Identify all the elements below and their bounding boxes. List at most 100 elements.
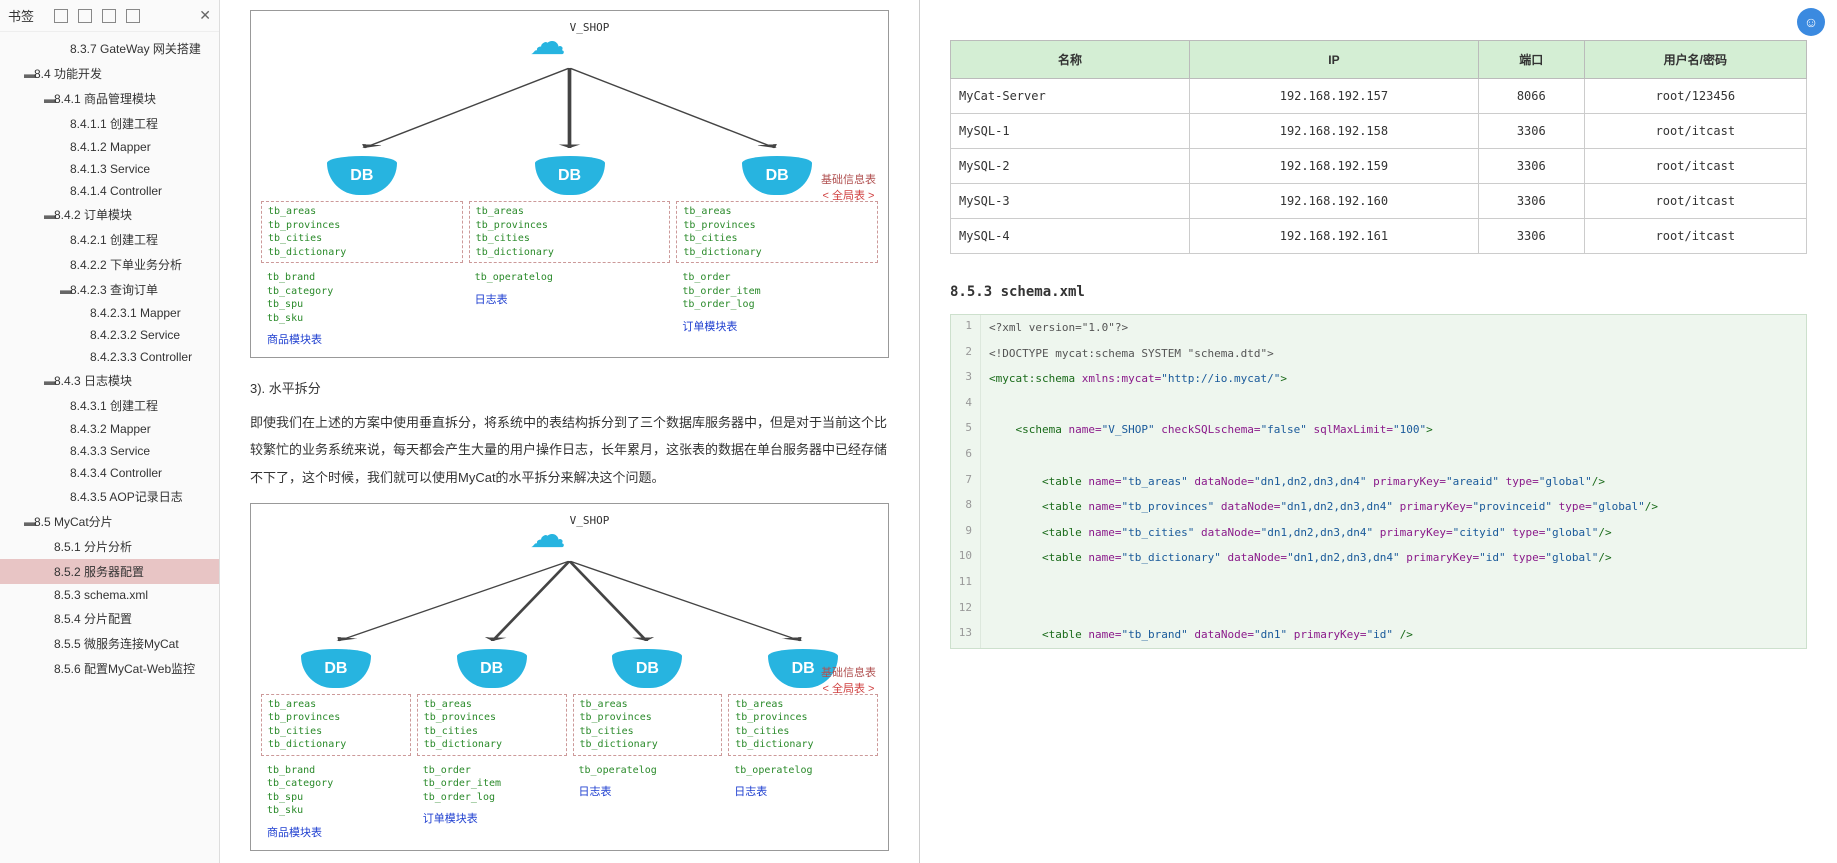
- table-cell: 8066: [1478, 79, 1584, 114]
- bookmark-node[interactable]: 8.5.6 配置MyCat-Web监控: [0, 656, 219, 681]
- bookmark-node[interactable]: 8.4.3.1 创建工程: [0, 393, 219, 418]
- side-note: 基础信息表< 全局表 >: [821, 171, 876, 203]
- table-list-module: tb_brandtb_categorytb_sputb_sku: [261, 269, 463, 328]
- module-label: 日志表: [573, 783, 723, 799]
- table-list-global: tb_areastb_provincestb_citiestb_dictiona…: [261, 201, 463, 263]
- table-cell: root/itcast: [1584, 114, 1806, 149]
- code-line: 4: [951, 392, 1806, 418]
- close-icon[interactable]: ✕: [199, 7, 211, 24]
- expand-icon[interactable]: [54, 9, 68, 23]
- table-cell: MySQL-4: [951, 219, 1190, 254]
- code-line: 11: [951, 571, 1806, 597]
- bookmark-node[interactable]: ▬8.4 功能开发: [0, 61, 219, 86]
- code-line: 7 <table name="tb_areas" dataNode="dn1,d…: [951, 469, 1806, 495]
- code-line: 2<!DOCTYPE mycat:schema SYSTEM "schema.d…: [951, 341, 1806, 367]
- table-list-global: tb_areastb_provincestb_citiestb_dictiona…: [728, 694, 878, 756]
- table-cell: MySQL-2: [951, 149, 1190, 184]
- bookmark-node[interactable]: 8.4.2.3.2 Service: [0, 324, 219, 346]
- sidebar-title: 书签: [8, 6, 34, 25]
- bookmark-node[interactable]: 8.4.2.2 下单业务分析: [0, 252, 219, 277]
- table-list-global: tb_areastb_provincestb_citiestb_dictiona…: [261, 694, 411, 756]
- table-cell: root/123456: [1584, 79, 1806, 114]
- table-cell: 192.168.192.160: [1189, 184, 1478, 219]
- bookmark-node[interactable]: 8.5.5 微服务连接MyCat: [0, 631, 219, 656]
- table-row: MySQL-2192.168.192.1593306root/itcast: [951, 149, 1807, 184]
- bookmark-node[interactable]: ▬8.4.3 日志模块: [0, 368, 219, 393]
- bookmark-node[interactable]: 8.3.7 GateWay 网关搭建: [0, 36, 219, 61]
- bookmark-node[interactable]: 8.5.3 schema.xml: [0, 584, 219, 606]
- code-line: 13 <table name="tb_brand" dataNode="dn1"…: [951, 622, 1806, 648]
- table-cell: MyCat-Server: [951, 79, 1190, 114]
- bookmark-node[interactable]: 8.4.1.1 创建工程: [0, 111, 219, 136]
- bookmark-node[interactable]: ▬8.4.2.3 查询订单: [0, 277, 219, 302]
- bookmark-node[interactable]: 8.4.2.3.1 Mapper: [0, 302, 219, 324]
- bookmark-node[interactable]: ▬8.4.1 商品管理模块: [0, 86, 219, 111]
- code-line: 9 <table name="tb_cities" dataNode="dn1,…: [951, 520, 1806, 546]
- table-cell: MySQL-3: [951, 184, 1190, 219]
- bookmark-node[interactable]: ▬8.5 MyCat分片: [0, 509, 219, 534]
- diagram-horizontal-split: ☁V_SHOPDBtb_areastb_provincestb_citiestb…: [250, 503, 889, 851]
- bookmark-sidebar: 书签 ✕ 8.3.7 GateWay 网关搭建▬8.4 功能开发▬8.4.1 商…: [0, 0, 220, 863]
- bookmark-node[interactable]: 8.4.1.2 Mapper: [0, 136, 219, 158]
- table-cell: 192.168.192.158: [1189, 114, 1478, 149]
- bookmark-node[interactable]: 8.4.2.1 创建工程: [0, 227, 219, 252]
- cloud-icon: ☁: [530, 21, 566, 62]
- code-line: 3<mycat:schema xmlns:mycat="http://io.my…: [951, 366, 1806, 392]
- module-label: 日志表: [469, 291, 671, 307]
- table-list-global: tb_areastb_provincestb_citiestb_dictiona…: [573, 694, 723, 756]
- table-header: 端口: [1478, 41, 1584, 79]
- bookmark-node[interactable]: 8.5.4 分片配置: [0, 606, 219, 631]
- db-column: DBtb_areastb_provincestb_citiestb_dictio…: [261, 649, 411, 840]
- table-header: 用户名/密码: [1584, 41, 1806, 79]
- db-column: DBtb_areastb_provincestb_citiestb_dictio…: [261, 156, 463, 347]
- bookmark-node[interactable]: 8.4.1.4 Controller: [0, 180, 219, 202]
- help-fab-icon[interactable]: ☺: [1797, 8, 1825, 36]
- bookmark-node[interactable]: 8.4.3.2 Mapper: [0, 418, 219, 440]
- table-row: MySQL-4192.168.192.1613306root/itcast: [951, 219, 1807, 254]
- table-row: MySQL-1192.168.192.1583306root/itcast: [951, 114, 1807, 149]
- vshop-label: V_SHOP: [570, 514, 610, 527]
- table-list-module: tb_ordertb_order_itemtb_order_log: [417, 762, 567, 808]
- table-cell: 3306: [1478, 114, 1584, 149]
- table-cell: 3306: [1478, 149, 1584, 184]
- vshop-label: V_SHOP: [570, 21, 610, 34]
- server-config-table: 名称IP端口用户名/密码MyCat-Server192.168.192.1578…: [950, 40, 1807, 254]
- table-list-module: tb_operatelog: [573, 762, 723, 781]
- bookmark-node[interactable]: 8.4.3.3 Service: [0, 440, 219, 462]
- table-list-module: tb_operatelog: [469, 269, 671, 288]
- bookmark-node[interactable]: 8.4.1.3 Service: [0, 158, 219, 180]
- module-label: 订单模块表: [417, 810, 567, 826]
- collapse-icon[interactable]: [78, 9, 92, 23]
- table-cell: MySQL-1: [951, 114, 1190, 149]
- table-cell: root/itcast: [1584, 149, 1806, 184]
- table-cell: 192.168.192.157: [1189, 79, 1478, 114]
- table-list-module: tb_ordertb_order_itemtb_order_log: [676, 269, 878, 315]
- table-cell: 3306: [1478, 184, 1584, 219]
- table-list-global: tb_areastb_provincestb_citiestb_dictiona…: [417, 694, 567, 756]
- add-bookmark-icon[interactable]: [102, 9, 116, 23]
- table-row: MyCat-Server192.168.192.1578066root/1234…: [951, 79, 1807, 114]
- bookmark-node[interactable]: 8.4.3.4 Controller: [0, 462, 219, 484]
- bookmark-node[interactable]: ▬8.4.2 订单模块: [0, 202, 219, 227]
- table-header: 名称: [951, 41, 1190, 79]
- code-line: 6: [951, 443, 1806, 469]
- table-list-global: tb_areastb_provincestb_citiestb_dictiona…: [469, 201, 671, 263]
- bookmark-tree: 8.3.7 GateWay 网关搭建▬8.4 功能开发▬8.4.1 商品管理模块…: [0, 32, 219, 863]
- bookmark-node[interactable]: 8.4.3.5 AOP记录日志: [0, 484, 219, 509]
- delete-bookmark-icon[interactable]: [126, 9, 140, 23]
- sidebar-header: 书签 ✕: [0, 0, 219, 32]
- module-label: 订单模块表: [676, 318, 878, 334]
- table-list-module: tb_operatelog: [728, 762, 878, 781]
- bookmark-node[interactable]: 8.5.1 分片分析: [0, 534, 219, 559]
- table-row: MySQL-3192.168.192.1603306root/itcast: [951, 184, 1807, 219]
- sidebar-tool-icons: [54, 9, 199, 23]
- bookmark-node[interactable]: 8.5.2 服务器配置: [0, 559, 219, 584]
- code-line: 5 <schema name="V_SHOP" checkSQLschema="…: [951, 417, 1806, 443]
- bookmark-node[interactable]: 8.4.2.3.3 Controller: [0, 346, 219, 368]
- db-column: DBtb_areastb_provincestb_citiestb_dictio…: [573, 649, 723, 840]
- code-line: 10 <table name="tb_dictionary" dataNode=…: [951, 545, 1806, 571]
- code-line: 8 <table name="tb_provinces" dataNode="d…: [951, 494, 1806, 520]
- table-cell: 192.168.192.159: [1189, 149, 1478, 184]
- content-pane-right: 名称IP端口用户名/密码MyCat-Server192.168.192.1578…: [920, 0, 1837, 863]
- table-cell: root/itcast: [1584, 219, 1806, 254]
